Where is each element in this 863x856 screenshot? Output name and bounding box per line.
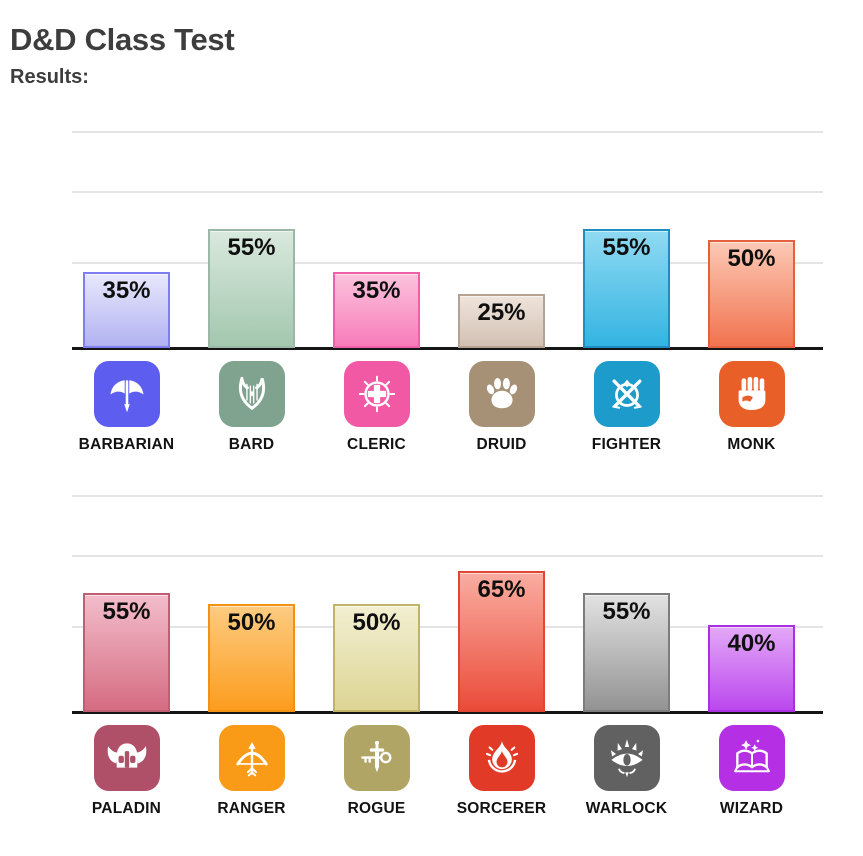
bar-paladin: 55% [83, 593, 170, 712]
plot-area [72, 131, 823, 350]
bar-value-label: 35% [352, 277, 401, 304]
class-name-label: ROGUE [347, 800, 406, 817]
class-icon-fighter [593, 361, 660, 427]
class-cell-bard: BARD [189, 361, 314, 454]
gridline [72, 191, 823, 193]
bar-value-label: 55% [102, 598, 151, 625]
class-icon-ranger [218, 725, 285, 791]
bar-value-label: 40% [727, 630, 776, 657]
class-cell-cleric: CLERIC [314, 361, 439, 454]
class-cell-monk: MONK [689, 361, 814, 454]
gridline [72, 626, 823, 628]
bar-value-label: 50% [352, 609, 401, 636]
plot-area [72, 495, 823, 714]
bar-value-label: 55% [227, 234, 276, 261]
dagger-key-icon [360, 740, 391, 773]
class-icon-monk [718, 361, 785, 427]
page-title: D&D Class Test [10, 21, 235, 57]
bar-value-label: 25% [477, 299, 526, 326]
bar-value-label: 50% [727, 245, 776, 272]
class-name-label: CLERIC [347, 436, 406, 453]
x-axis-line [72, 347, 823, 350]
results-label: Results: [10, 66, 89, 88]
class-name-label: PALADIN [91, 800, 162, 817]
bar-warlock: 55% [583, 593, 670, 712]
bar-rogue: 50% [333, 604, 420, 712]
gridline [72, 495, 823, 497]
flame-icon [485, 741, 518, 773]
bar-value-label: 55% [602, 234, 651, 261]
bar-value-label: 65% [477, 576, 526, 603]
crossed-swords-icon [611, 379, 642, 409]
class-icon-row: BARBARIAN BARD CLERIC DRUID FIGHTER MONK [64, 361, 814, 454]
class-cell-wizard: WIZARD [689, 725, 814, 818]
lyre-icon [238, 376, 265, 411]
class-cell-rogue: ROGUE [314, 725, 439, 818]
spellbook-icon [733, 739, 770, 773]
bar-barbarian: 35% [83, 272, 170, 348]
class-name-label: DRUID [476, 436, 527, 453]
paw-icon [486, 378, 517, 409]
holy-cross-icon [358, 375, 395, 413]
class-icon-paladin [93, 725, 160, 791]
gridline [72, 262, 823, 264]
double-axe-icon [110, 380, 143, 413]
class-name-label: WARLOCK [585, 800, 668, 817]
class-cell-sorcerer: SORCERER [439, 725, 564, 818]
class-results-chart-2: 55% 50% 50% 65% 55% 40% PALADIN RANGER ROGUE SOR… [0, 495, 863, 840]
class-icon-row: PALADIN RANGER ROGUE SORCERER WARLOCK WIZARD [64, 725, 814, 818]
bar-monk: 50% [708, 240, 795, 348]
class-icon-warlock [593, 725, 660, 791]
class-name-label: BARBARIAN [78, 436, 175, 453]
class-cell-warlock: WARLOCK [564, 725, 689, 818]
class-cell-ranger: RANGER [189, 725, 314, 818]
class-cell-barbarian: BARBARIAN [64, 361, 189, 454]
bar-wizard: 40% [708, 625, 795, 712]
class-icon-cleric [343, 361, 410, 427]
gridline [72, 555, 823, 557]
arcane-eye-icon [610, 739, 643, 778]
class-icon-druid [468, 361, 535, 427]
winged-helmet-icon [107, 743, 146, 768]
class-cell-druid: DRUID [439, 361, 564, 454]
class-results-chart-1: 35% 55% 35% 25% 55% 50% BARBARIAN BARD CLERIC DR… [0, 131, 863, 476]
class-icon-bard [218, 361, 285, 427]
bar-fighter: 55% [583, 229, 670, 348]
class-icon-barbarian [93, 361, 160, 427]
bars-layer: 55% 50% 50% 65% 55% 40% [64, 495, 814, 712]
class-name-label: MONK [727, 436, 776, 453]
class-icon-wizard [718, 725, 785, 791]
bars-layer: 35% 55% 35% 25% 55% 50% [64, 131, 814, 348]
bar-druid: 25% [458, 294, 545, 348]
class-name-label: SORCERER [456, 800, 547, 817]
gridline [72, 131, 823, 133]
class-name-label: RANGER [217, 800, 286, 817]
class-cell-fighter: FIGHTER [564, 361, 689, 454]
class-icon-sorcerer [468, 725, 535, 791]
class-name-label: BARD [228, 436, 275, 453]
bar-ranger: 50% [208, 604, 295, 712]
class-icon-rogue [343, 725, 410, 791]
fist-icon [738, 376, 765, 411]
bar-sorcerer: 65% [458, 571, 545, 712]
bar-value-label: 55% [602, 598, 651, 625]
class-name-label: FIGHTER [591, 436, 662, 453]
bar-cleric: 35% [333, 272, 420, 348]
bar-value-label: 50% [227, 609, 276, 636]
class-cell-paladin: PALADIN [64, 725, 189, 818]
bar-bard: 55% [208, 229, 295, 348]
x-axis-line [72, 711, 823, 714]
bow-arrow-icon [235, 741, 268, 777]
bar-value-label: 35% [102, 277, 151, 304]
class-name-label: WIZARD [719, 800, 784, 817]
